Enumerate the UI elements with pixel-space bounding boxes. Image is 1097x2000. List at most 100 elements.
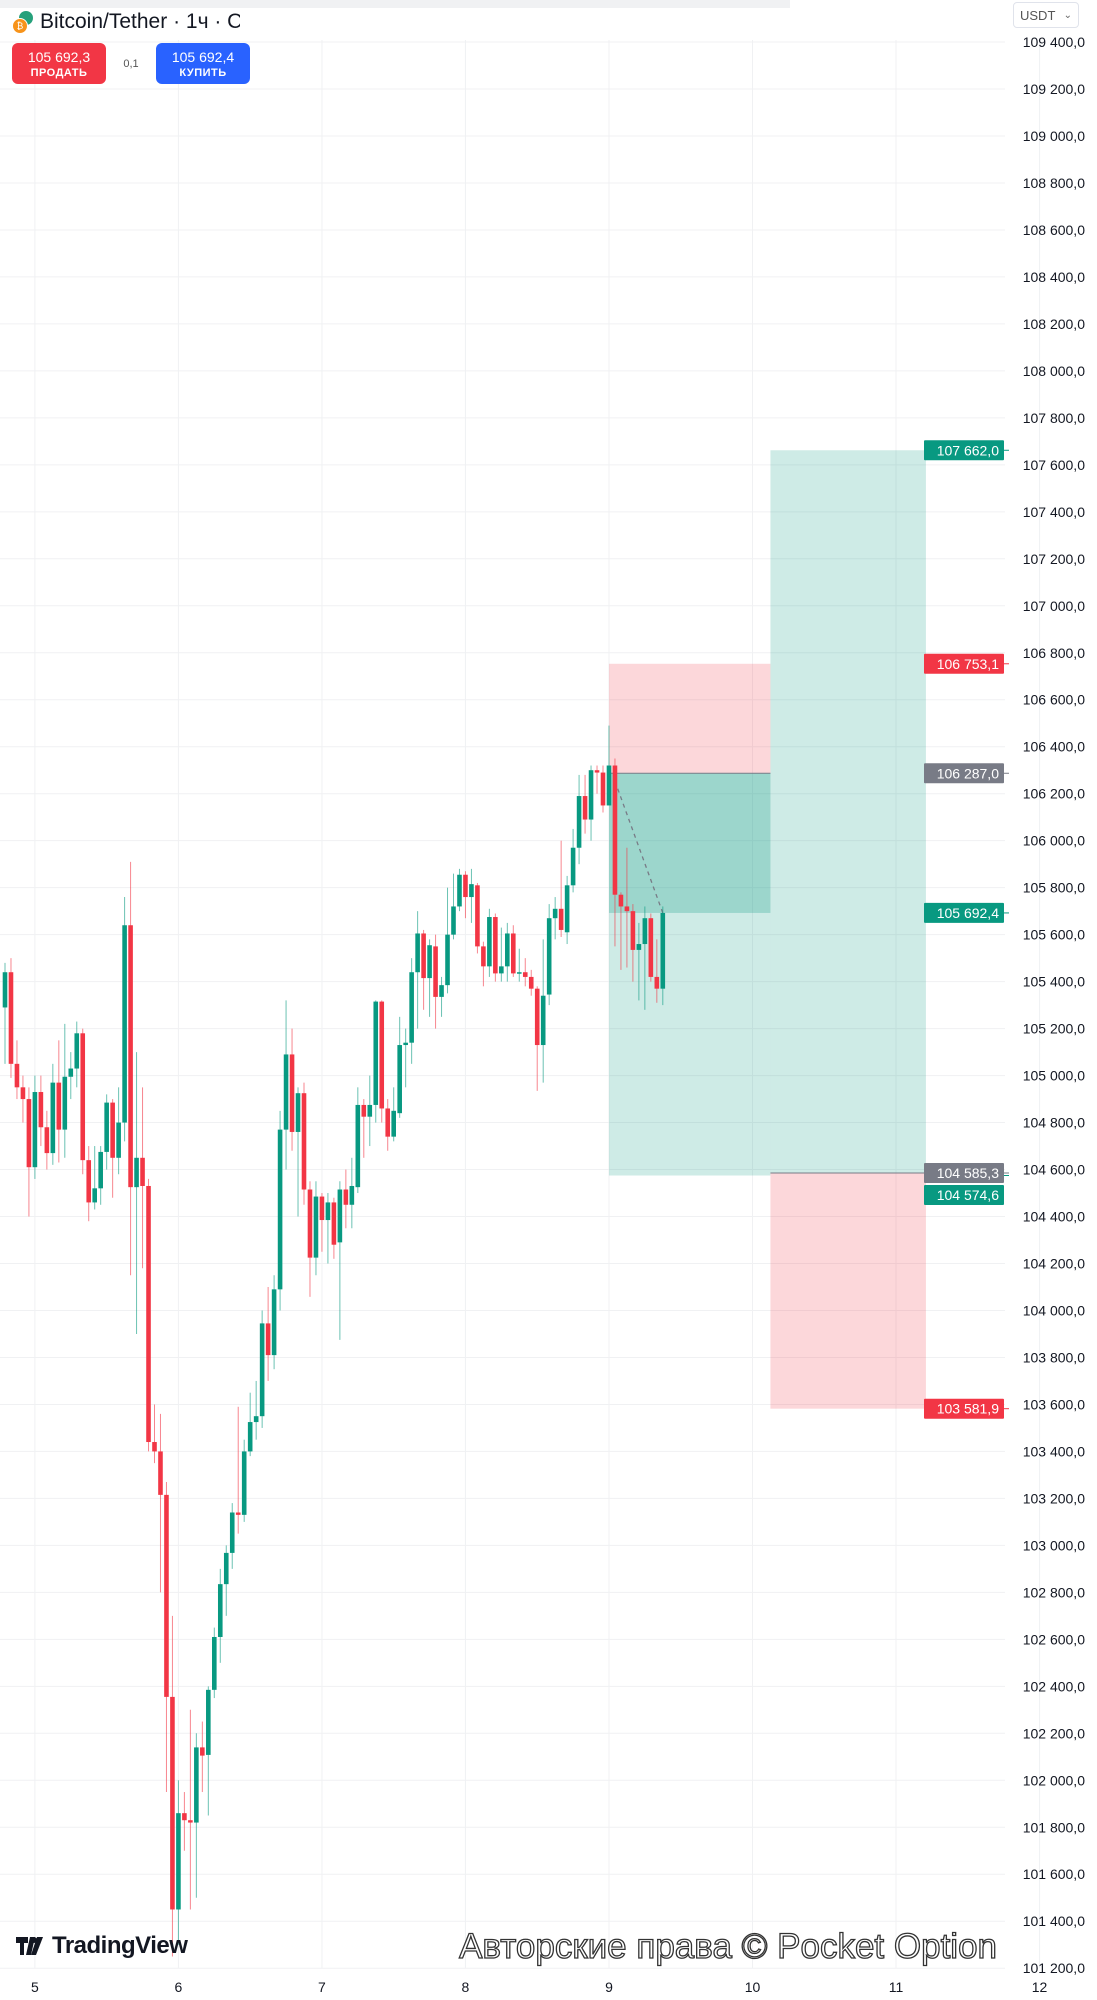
price-axis-label: 106 800,0 <box>1023 645 1085 661</box>
candle-body <box>301 1093 307 1190</box>
tradingview-icon <box>16 1937 43 1955</box>
candle-body <box>654 976 660 989</box>
price-axis-label: 104 600,0 <box>1023 1162 1085 1178</box>
candle-body <box>451 906 456 935</box>
sell-label: ПРОДАТЬ <box>30 66 88 79</box>
candle-body <box>546 918 552 995</box>
candle-body <box>516 972 522 974</box>
candle-body <box>217 1584 223 1637</box>
candle-body <box>223 1552 229 1585</box>
price-axis-label: 103 800,0 <box>1023 1349 1085 1365</box>
candle-body <box>403 1042 408 1046</box>
candle-body <box>373 1001 379 1105</box>
time-axis-label: 6 <box>175 1979 183 1995</box>
candle-body <box>2 972 8 1008</box>
symbol-title[interactable]: Bitcoin/Tether · 1ч · С <box>40 10 240 33</box>
price-axis-label: 107 400,0 <box>1023 504 1085 520</box>
price-axis-label: 107 600,0 <box>1023 457 1085 473</box>
price-tag-profit <box>924 902 1004 923</box>
price-axis[interactable]: 109 400,0 109 200,0 109 000,0 108 800,0 108 … <box>1023 34 1085 1976</box>
sell-button[interactable]: 105 692,3 ПРОДАТЬ <box>12 43 106 84</box>
price-axis-label: 108 000,0 <box>1023 363 1085 379</box>
candle-body <box>265 1323 271 1356</box>
candle-body <box>140 1157 145 1186</box>
price-axis-label: 101 600,0 <box>1023 1866 1085 1882</box>
candle-body <box>74 1033 80 1069</box>
candle-body <box>32 1092 38 1168</box>
candle-body <box>576 796 582 848</box>
candle-body <box>642 918 648 945</box>
symbol-header[interactable]: ₿ Bitcoin/Tether · 1ч · С <box>12 10 240 34</box>
candle-body <box>618 894 624 907</box>
candle-body <box>588 770 594 820</box>
price-axis-label: 109 200,0 <box>1023 81 1085 97</box>
candle-body <box>253 1416 259 1423</box>
candle-body <box>511 933 516 974</box>
candle-body <box>313 1196 319 1258</box>
tradingview-brand: TradingView <box>52 1932 188 1959</box>
price-axis-label: 103 600,0 <box>1023 1396 1085 1412</box>
candle-body <box>349 1185 355 1205</box>
price-axis-label: 101 400,0 <box>1023 1913 1085 1929</box>
long-position-target-zone <box>770 450 926 1173</box>
candle-body <box>564 885 570 933</box>
candle-body <box>379 1001 385 1109</box>
candle-body <box>229 1512 235 1553</box>
time-axis-label: 11 <box>889 1979 904 1995</box>
candle-body <box>68 1068 74 1077</box>
candle-body <box>152 1442 157 1452</box>
candle-body <box>277 1129 283 1290</box>
candle-body <box>558 908 564 930</box>
candles <box>2 725 666 1957</box>
tradingview-logo[interactable]: TradingView <box>16 1932 188 1960</box>
price-tag-label: 106 753,1 <box>937 656 999 672</box>
sell-price: 105 692,3 <box>27 48 91 65</box>
candle-body <box>534 988 540 1046</box>
buy-button[interactable]: 105 692,4 КУПИТЬ <box>156 43 250 84</box>
candle-body <box>487 917 492 967</box>
candle-body <box>385 1108 391 1137</box>
bitcoin-tether-icon: ₿ <box>12 11 34 34</box>
price-axis-label: 107 800,0 <box>1023 410 1085 426</box>
price-axis-label: 105 200,0 <box>1023 1021 1085 1037</box>
price-axis-label: 103 000,0 <box>1023 1537 1085 1553</box>
price-axis-label: 102 000,0 <box>1023 1772 1085 1788</box>
trade-panel: 105 692,3 ПРОДАТЬ 0,1 105 692,4 КУПИТЬ <box>12 43 250 84</box>
candle-body <box>522 972 528 977</box>
candle-body <box>194 1747 199 1823</box>
price-axis-label: 103 200,0 <box>1023 1490 1085 1506</box>
candle-body <box>600 772 606 806</box>
currency-select[interactable]: USDT ⌄ <box>1013 2 1079 28</box>
price-axis-label: 101 200,0 <box>1023 1960 1085 1976</box>
candle-body <box>624 906 630 912</box>
price-axis-label: 109 000,0 <box>1023 128 1085 144</box>
candle-body <box>110 1102 115 1158</box>
candle-body <box>170 1696 175 1910</box>
buy-price: 105 692,4 <box>171 48 235 65</box>
candle-body <box>92 1188 97 1203</box>
time-axis-label: 8 <box>462 1979 470 1995</box>
price-tag-label: 105 692,4 <box>937 905 999 921</box>
time-axis[interactable]: 5 6 7 8 9 10 11 12 <box>31 1979 1048 1995</box>
price-axis-label: 107 000,0 <box>1023 598 1085 614</box>
price-tag-label: 104 585,3 <box>937 1165 999 1181</box>
top-strip <box>0 0 790 8</box>
candle-body <box>636 944 642 950</box>
position-tools[interactable] <box>608 450 926 1409</box>
candle-body <box>271 1289 277 1356</box>
price-axis-label: 102 400,0 <box>1023 1678 1085 1694</box>
candle-body <box>206 1689 211 1755</box>
candle-body <box>319 1196 325 1221</box>
candle-body <box>98 1151 103 1189</box>
candle-body <box>235 1512 241 1515</box>
candle-body <box>433 946 438 997</box>
candle-body <box>469 884 474 898</box>
price-tag-neutral <box>924 1162 1004 1183</box>
price-axis-label: 104 400,0 <box>1023 1209 1085 1225</box>
price-axis-label: 106 600,0 <box>1023 692 1085 708</box>
copyright-watermark: Авторские права © Pocket Option <box>458 1926 997 1966</box>
candle-body <box>44 1127 50 1154</box>
candle-body <box>182 1813 187 1821</box>
price-tags: 107 662,0 106 753,1 106 287,0 105 692,4 104 … <box>924 440 1009 1419</box>
